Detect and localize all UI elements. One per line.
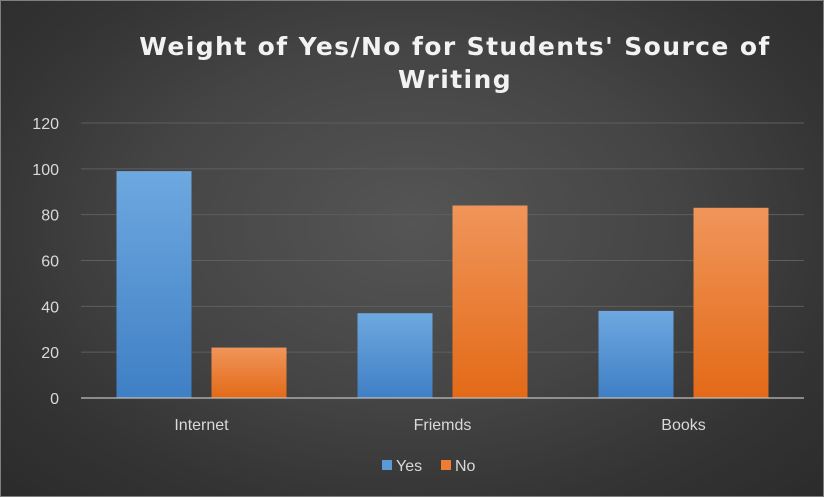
gridlines: [81, 122, 804, 353]
chart-title-line-2: Writing: [398, 65, 512, 94]
legend-swatch-yes: [382, 460, 392, 470]
legend: Yes No: [382, 458, 476, 475]
y-tick-label: 0: [50, 391, 59, 408]
y-tick-label: 20: [41, 345, 59, 362]
chart-title: Weight of Yes/No for Students' Source of…: [139, 32, 770, 94]
bar-no-friemds: [452, 205, 528, 398]
y-tick-label: 100: [32, 162, 59, 179]
bars: [116, 171, 769, 398]
chart-title-line-1: Weight of Yes/No for Students' Source of: [139, 32, 770, 61]
x-tick-label: Books: [661, 417, 705, 434]
y-tick-label: 40: [41, 299, 59, 316]
bar-no-internet: [211, 347, 287, 398]
bar-yes-internet: [116, 171, 192, 398]
bar-no-books: [693, 207, 769, 398]
y-axis-ticks: 0 20 40 60 80 100 120: [32, 116, 59, 408]
bar-yes-books: [598, 310, 674, 398]
x-axis-labels: Internet Friemds Books: [174, 417, 705, 434]
y-tick-label: 60: [41, 254, 59, 271]
x-tick-label: Internet: [174, 417, 229, 434]
y-tick-label: 120: [32, 116, 59, 133]
x-tick-label: Friemds: [414, 417, 472, 434]
bar-yes-friemds: [357, 313, 433, 398]
y-tick-label: 80: [41, 208, 59, 225]
legend-label-no: No: [455, 458, 476, 475]
legend-label-yes: Yes: [396, 458, 422, 475]
legend-swatch-no: [441, 460, 451, 470]
